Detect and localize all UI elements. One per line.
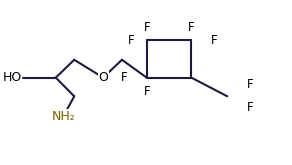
Text: F: F	[246, 101, 253, 114]
Text: HO: HO	[3, 71, 22, 84]
Text: F: F	[143, 85, 150, 98]
Text: F: F	[188, 21, 195, 34]
Text: F: F	[121, 71, 128, 84]
Text: F: F	[128, 34, 135, 47]
Text: F: F	[143, 21, 150, 34]
Text: F: F	[211, 34, 217, 47]
Text: F: F	[246, 78, 253, 91]
Text: O: O	[98, 71, 108, 84]
Text: NH₂: NH₂	[51, 110, 75, 123]
